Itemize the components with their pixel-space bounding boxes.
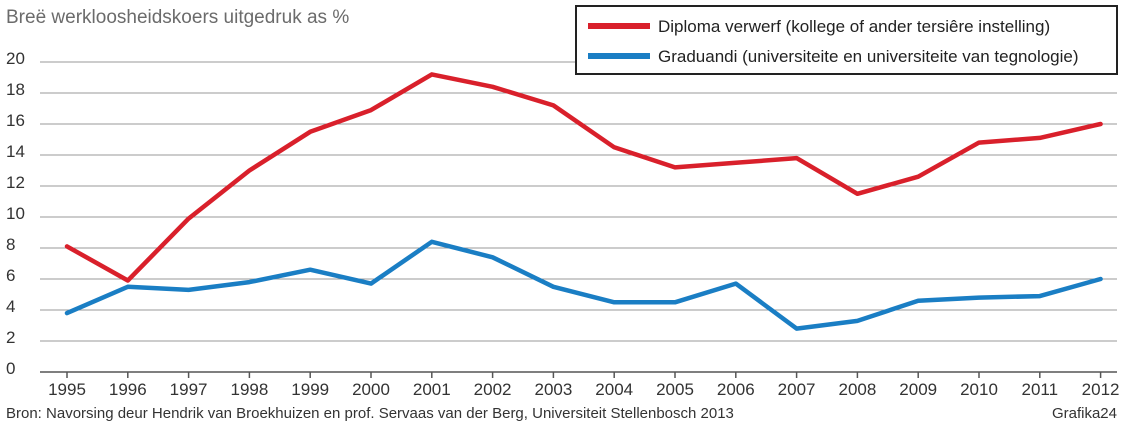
x-tick-label-2001: 2001 — [413, 380, 451, 399]
series-line-0 — [64, 72, 1103, 283]
x-tick-label-2003: 2003 — [534, 380, 572, 399]
y-tick-label-8: 8 — [6, 235, 15, 254]
y-tick-label-6: 6 — [6, 266, 15, 285]
x-tick-label-1995: 1995 — [48, 380, 86, 399]
y-tick-label-16: 16 — [6, 111, 25, 130]
chart-title: Breë werkloosheidskoers uitgedruk as % — [6, 7, 349, 28]
x-tick-label-1996: 1996 — [109, 380, 147, 399]
x-axis: 1995 1996 1997 1998 1999 2000 2001 2002 2003 2004… — [40, 371, 1120, 399]
y-tick-label-2: 2 — [6, 328, 15, 347]
y-tick-label-20: 20 — [6, 49, 25, 68]
x-tick-label-2006: 2006 — [717, 380, 755, 399]
x-tick-label-2002: 2002 — [474, 380, 512, 399]
legend-label-graduandi: Graduandi (universiteite en universiteit… — [658, 47, 1079, 66]
x-tick-label-1999: 1999 — [291, 380, 329, 399]
x-tick-label-2009: 2009 — [899, 380, 937, 399]
x-tick-label-1997: 1997 — [170, 380, 208, 399]
x-tick-label-2008: 2008 — [838, 380, 876, 399]
x-tick-label-2012: 2012 — [1082, 380, 1120, 399]
y-tick-label-4: 4 — [6, 297, 15, 316]
series-lines — [64, 72, 1103, 331]
y-tick-label-14: 14 — [6, 142, 25, 161]
y-axis-ticks: 0 2 4 6 8 10 12 14 16 18 20 — [6, 49, 25, 378]
legend: Diploma verwerf (kollege of ander tersiê… — [575, 5, 1118, 75]
legend-label-diploma: Diploma verwerf (kollege of ander tersiê… — [658, 17, 1050, 36]
x-tick-label-2005: 2005 — [656, 380, 694, 399]
y-tick-label-10: 10 — [6, 204, 25, 223]
series-line-1 — [64, 239, 1103, 331]
x-tick-label-2010: 2010 — [960, 380, 998, 399]
x-tick-label-2011: 2011 — [1022, 380, 1059, 399]
source-note: Bron: Navorsing deur Hendrik van Broekhu… — [6, 405, 734, 422]
x-tick-label-2007: 2007 — [778, 380, 816, 399]
legend-box — [575, 5, 1118, 75]
y-tick-label-0: 0 — [6, 359, 15, 378]
x-tick-label-2000: 2000 — [352, 380, 390, 399]
y-tick-label-12: 12 — [6, 173, 25, 192]
x-tick-label-1998: 1998 — [230, 380, 268, 399]
credit-label: Grafika24 — [1052, 405, 1117, 422]
x-tick-label-2004: 2004 — [595, 380, 633, 399]
y-tick-label-18: 18 — [6, 80, 25, 99]
